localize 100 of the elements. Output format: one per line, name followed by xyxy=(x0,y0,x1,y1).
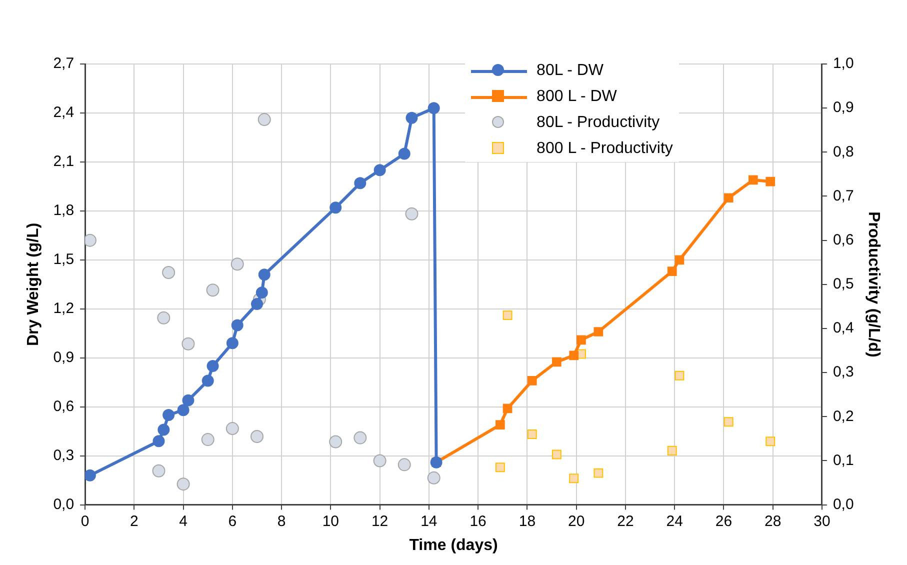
point xyxy=(552,450,562,460)
point xyxy=(667,446,677,456)
point xyxy=(330,202,342,214)
y-tick-label: 1,2 xyxy=(53,300,74,318)
y2-tick-label: 0,5 xyxy=(832,276,854,293)
point xyxy=(502,310,512,320)
point xyxy=(724,417,734,427)
legend-label: 80L - DW xyxy=(536,61,604,81)
point xyxy=(502,404,512,414)
point xyxy=(373,454,386,468)
point xyxy=(250,298,263,310)
point xyxy=(231,319,244,332)
x-tick-label: 14 xyxy=(420,512,438,530)
x-tick-label: 30 xyxy=(814,512,830,530)
legend-label: 800 L - Productivity xyxy=(536,139,673,159)
y2-tick-label: 0,7 xyxy=(832,187,854,204)
point xyxy=(206,284,220,297)
point xyxy=(256,286,268,299)
point xyxy=(182,337,195,350)
point xyxy=(226,337,238,350)
point xyxy=(258,113,271,126)
point xyxy=(766,176,776,186)
y2-tick-label: 0,3 xyxy=(832,364,854,381)
x-tick-label: 12 xyxy=(371,512,388,530)
point xyxy=(226,422,239,436)
point xyxy=(527,376,537,386)
point xyxy=(398,148,410,160)
y2-tick-label: 1,0 xyxy=(832,55,854,72)
point xyxy=(667,266,677,276)
x-tick-label: 18 xyxy=(518,512,536,530)
point xyxy=(527,430,537,440)
y-tick-label: 2,7 xyxy=(53,55,74,72)
x-tick-label: 22 xyxy=(617,512,634,530)
legend-label: 800 L - DW xyxy=(536,87,617,107)
y2-tick-label: 0,2 xyxy=(832,408,854,425)
point xyxy=(405,207,418,220)
y-tick-label: 0,3 xyxy=(53,446,74,464)
point xyxy=(354,177,366,190)
y2-tick-label: 0,1 xyxy=(832,452,854,469)
point xyxy=(748,175,758,185)
y2-tick-label: 0,8 xyxy=(832,143,854,160)
y-tick-label: 0,0 xyxy=(53,496,74,513)
x-tick-label: 4 xyxy=(179,512,188,530)
y-tick-label: 2,1 xyxy=(53,153,74,170)
point xyxy=(250,430,264,443)
point xyxy=(206,360,219,372)
x-tick-label: 0 xyxy=(80,512,90,530)
point xyxy=(427,471,440,484)
point xyxy=(594,468,604,478)
y-tick-label: 1,8 xyxy=(53,202,74,220)
x-tick-label: 26 xyxy=(715,512,732,530)
point xyxy=(674,370,684,380)
y-tick-label: 0,9 xyxy=(53,349,74,366)
y-axis-title: Dry Weight (g/L) xyxy=(25,222,42,346)
point xyxy=(201,433,214,446)
point xyxy=(230,258,244,271)
point xyxy=(569,350,579,360)
point xyxy=(428,102,440,114)
point xyxy=(152,435,165,448)
point xyxy=(495,462,505,472)
x-tick-label: 16 xyxy=(470,512,486,530)
x-tick-label: 10 xyxy=(322,512,340,530)
legend-label: 80L - Productivity xyxy=(536,113,660,133)
x-tick-label: 24 xyxy=(666,512,683,530)
point xyxy=(354,431,367,444)
point xyxy=(594,327,604,336)
y2-tick-label: 0,6 xyxy=(832,231,854,248)
point xyxy=(766,436,776,446)
point xyxy=(398,458,411,472)
point xyxy=(182,394,194,406)
point xyxy=(85,469,96,482)
point xyxy=(162,409,175,422)
point xyxy=(406,112,418,124)
point xyxy=(152,464,166,478)
y-tick-label: 0,6 xyxy=(53,398,74,415)
x-tick-label: 2 xyxy=(130,512,138,530)
point xyxy=(202,374,214,387)
y-tick-label: 1,5 xyxy=(53,251,74,268)
point xyxy=(162,266,176,279)
y2-tick-label: 0,0 xyxy=(832,496,854,513)
point xyxy=(374,164,386,176)
y2-axis-title: Productivity (g/L/d) xyxy=(864,212,882,358)
y2-tick-label: 0,4 xyxy=(832,320,854,337)
point xyxy=(552,357,562,367)
x-tick-label: 6 xyxy=(228,512,237,530)
x-tick-label: 20 xyxy=(568,512,585,530)
point xyxy=(176,478,190,491)
y2-tick-label: 0,9 xyxy=(832,99,854,116)
point xyxy=(329,435,342,448)
point xyxy=(569,474,579,484)
x-axis-title: Time (days) xyxy=(409,536,498,554)
point xyxy=(495,420,505,430)
x-tick-label: 28 xyxy=(764,512,782,530)
point xyxy=(258,268,270,281)
point xyxy=(724,193,734,203)
point xyxy=(157,311,170,324)
y-tick-label: 2,4 xyxy=(53,104,74,122)
x-tick-label: 8 xyxy=(277,512,286,530)
point xyxy=(576,335,586,345)
point xyxy=(674,255,684,265)
